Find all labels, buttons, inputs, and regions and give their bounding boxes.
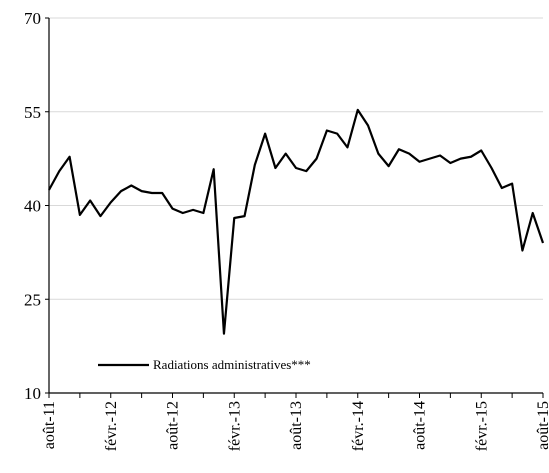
y-tick-label-70: 70 bbox=[24, 9, 41, 28]
x-tick-label: août-13 bbox=[288, 401, 305, 450]
y-tick-label-25: 25 bbox=[24, 290, 41, 309]
y-tick-label-40: 40 bbox=[24, 197, 41, 216]
series-line-radiations bbox=[48, 108, 545, 335]
grid-layer bbox=[49, 17, 543, 300]
x-tick-label: févr.-15 bbox=[473, 401, 490, 451]
x-tick-label: févr.-13 bbox=[226, 401, 243, 451]
series-layer bbox=[48, 108, 545, 335]
legend: Radiations administratives*** bbox=[98, 357, 311, 372]
x-tick-label: août-15 bbox=[535, 401, 549, 450]
axis-layer: 10 25 40 55 70 août-11 févr.-12 août-12 févr.-13… bbox=[24, 9, 549, 451]
x-tick-label: févr.-12 bbox=[103, 401, 120, 451]
x-tick-label: févr.-14 bbox=[350, 401, 367, 451]
x-tick-label: août-12 bbox=[165, 401, 182, 450]
x-tick-label: août-14 bbox=[412, 401, 429, 450]
y-tick-label-10: 10 bbox=[24, 384, 41, 403]
legend-label-radiations: Radiations administratives*** bbox=[153, 357, 311, 372]
x-tick-label: août-11 bbox=[41, 401, 58, 449]
y-tick-label-55: 55 bbox=[24, 103, 41, 122]
